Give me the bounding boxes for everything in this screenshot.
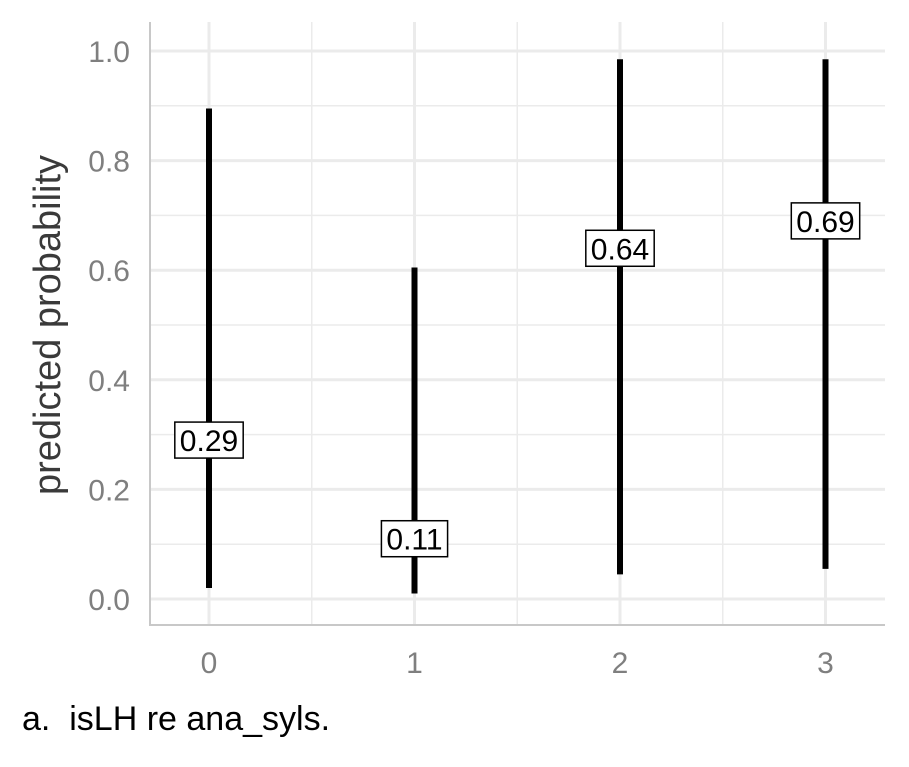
data-labels: 0.29 0.11 0.64 0.69: [174, 202, 861, 558]
data-label-box: [174, 421, 244, 459]
data-label-box: [790, 202, 861, 240]
x-tick-label: 1: [406, 647, 423, 680]
data-label: 0.29: [174, 421, 244, 459]
x-tick-label: 0: [201, 647, 218, 680]
grid-lines: [150, 22, 885, 625]
data-label: 0.69: [790, 202, 861, 240]
data-label-text: 0.29: [180, 425, 238, 458]
y-tick-label: 0.0: [88, 584, 130, 617]
figure-caption: a. isLH re ana_syls.: [22, 700, 331, 738]
y-axis-title: predicted probability: [27, 155, 69, 495]
x-tick-label: 3: [817, 647, 834, 680]
data-label-text: 0.64: [591, 233, 649, 266]
data-label-box: [585, 229, 655, 268]
data-label-text: 0.69: [796, 206, 854, 239]
data-label-text: 0.11: [386, 524, 442, 557]
y-tick-label: 0.8: [88, 146, 130, 179]
axes: 0.0 0.2 0.4 0.6 0.8 1.0 0 1 2 3: [88, 22, 885, 680]
y-tick-label: 0.6: [88, 255, 130, 288]
y-tick-label: 1.0: [88, 36, 130, 69]
data-label: 0.11: [380, 519, 449, 558]
data-label-box: [380, 519, 449, 558]
x-tick-label: 2: [612, 647, 629, 680]
data-label: 0.64: [585, 229, 655, 268]
y-tick-label: 0.2: [88, 474, 130, 507]
y-tick-label: 0.4: [88, 365, 130, 398]
